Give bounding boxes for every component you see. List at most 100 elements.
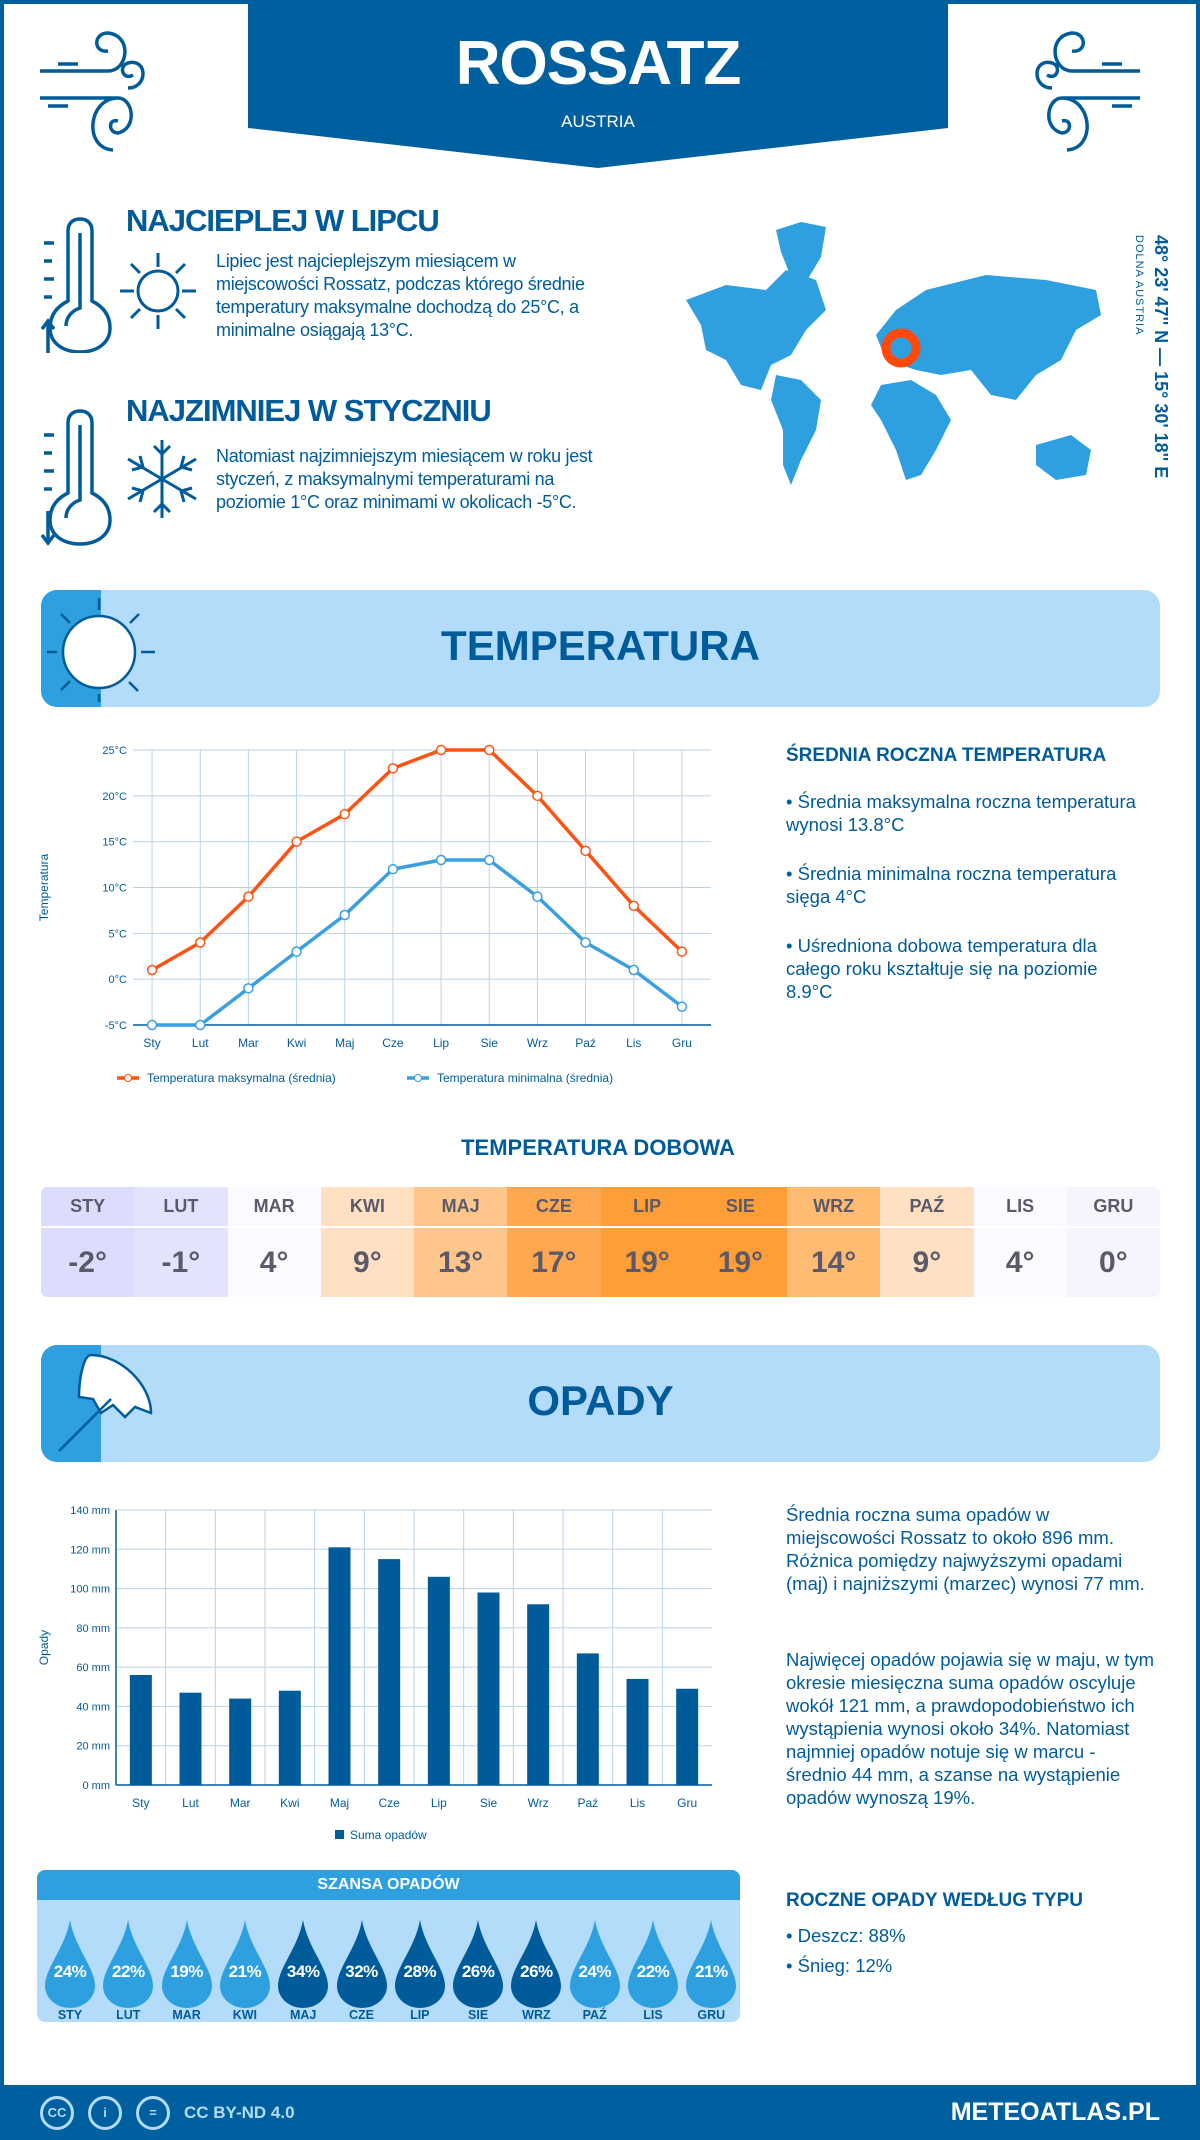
temp-bullet: • Uśredniona dobowa temperatura dla całe… [786, 935, 1098, 1002]
daily-month: GRU [1066, 1187, 1160, 1228]
cc-icon: CC [40, 2096, 74, 2130]
warmest-title: NAJCIEPLEJ W LIPCU [126, 203, 440, 238]
no-derivatives-icon: = [136, 2096, 170, 2130]
coldest-title: NAJZIMNIEJ W STYCZNIU [126, 393, 492, 428]
chance-value: 26% [461, 1962, 495, 1981]
legend-swatch [335, 1830, 344, 1839]
daily-month: STY [41, 1187, 135, 1228]
chance-value: 28% [403, 1962, 437, 1981]
y-tick-label: 60 mm [76, 1662, 110, 1674]
thermometer-down-icon [40, 409, 112, 546]
series-line [151, 748, 684, 972]
x-tick-label: Mar [230, 1796, 251, 1810]
chance-value: 22% [112, 1962, 145, 1981]
daily-month: LUT [134, 1187, 228, 1228]
snowflake-icon [127, 440, 197, 518]
chance-month: WRZ [522, 2008, 551, 2022]
data-point [146, 1019, 158, 1031]
x-tick-label: Kwi [280, 1796, 299, 1810]
warmest-text: Lipiec jest najcieplejszym miesiącem w m… [216, 251, 585, 340]
y-tick-label: 0°C [109, 974, 128, 986]
raindrop-icon [686, 1920, 737, 2008]
data-point [387, 863, 399, 875]
daily-month: MAJ [414, 1187, 508, 1228]
chance-month: KWI [232, 2008, 258, 2022]
raindrop-icon [336, 1920, 387, 2008]
attribution-icon: i [88, 2096, 122, 2130]
chance-value: 26% [520, 1962, 553, 1981]
umbrella-rain-icon [58, 1353, 153, 1452]
y-tick-label: -5°C [105, 1020, 127, 1032]
chance-value: 21% [695, 1962, 728, 1981]
chance-drop: 28% LIP [391, 1918, 449, 2022]
daily-value: 0° [1066, 1227, 1160, 1297]
temp-bullet: • Średnia minimalna roczna temperatura s… [786, 863, 1117, 907]
raindrop-icon [394, 1920, 445, 2008]
bar [378, 1559, 401, 1785]
chance-title: SZANSA OPADÓW [37, 1870, 740, 1900]
x-tick-label: Lis [626, 1036, 641, 1050]
precip-type-title: ROCZNE OPADY WEDŁUG TYPU [786, 1890, 1083, 1911]
chance-drop: 22% LUT [99, 1918, 157, 2022]
temp-bullet: • Średnia maksymalna roczna temperatura … [786, 791, 1136, 835]
temperature-banner: TEMPERATURA [41, 590, 1160, 707]
chance-drop: 32% CZE [333, 1918, 391, 2022]
data-point [387, 763, 399, 774]
chance-drop: 22% LIS [624, 1918, 682, 2022]
chance-value: 21% [228, 1962, 262, 1981]
x-tick-label: Sie [480, 1796, 498, 1810]
daily-temp-table: STY LUT MAR KWI MAJ CZE LIP SIE WRZ PAŹ LIS GRU -2°… [41, 1187, 1160, 1297]
daily-temp-title: TEMPERATURA DOBOWA [461, 1135, 735, 1160]
precipitation-chart: 0 mm 20 mm 40 mm 60 mm 80 mm 100 mm 120 mm 140 … [37, 1505, 712, 1842]
daily-month: WRZ [787, 1187, 881, 1228]
bar [179, 1692, 202, 1785]
data-point [628, 964, 639, 976]
chance-month: LUT [116, 2008, 141, 2022]
x-tick-label: Wrz [527, 1036, 548, 1050]
precip-chance-panel: SZANSA OPADÓW 24% STY 22% LUT 19% MAR 21% KWI 34… [37, 1870, 740, 2022]
bar [576, 1653, 599, 1785]
chance-drop: 26% SIE [449, 1918, 507, 2022]
data-point [243, 983, 254, 994]
precipitation-title: OPADY [527, 1377, 674, 1424]
data-point [484, 744, 495, 756]
chance-month: SIE [468, 2008, 489, 2022]
chance-value: 32% [345, 1962, 378, 1981]
y-tick-label: 140 mm [70, 1505, 110, 1517]
raindrop-icon [161, 1920, 212, 2008]
daily-value: 17° [507, 1227, 601, 1297]
chance-value: 19% [170, 1962, 203, 1981]
x-tick-label: Lut [182, 1796, 199, 1810]
y-tick-label: 20 mm [76, 1741, 110, 1753]
site-link[interactable]: METEOATLAS.PL [950, 2098, 1160, 2126]
sun-icon [120, 253, 196, 329]
series-line [152, 858, 683, 1027]
data-point [195, 937, 206, 948]
legend-label: Temperatura maksymalna (średnia) [147, 1071, 336, 1085]
raindrop-icon [511, 1920, 562, 2008]
data-point [291, 836, 302, 847]
raindrop-icon [45, 1920, 95, 2008]
chance-drop: 19% MAR [158, 1918, 216, 2022]
x-tick-label: Wrz [528, 1796, 549, 1810]
legend-marker [124, 1074, 132, 1082]
daily-month: SIE [693, 1187, 787, 1228]
data-point [291, 946, 302, 957]
world-map [686, 222, 1101, 485]
thermometer-up-icon [40, 217, 112, 353]
location-marker [881, 328, 921, 368]
legend-marker [414, 1074, 422, 1082]
raindrop-icon [569, 1920, 620, 2008]
precipitation-banner: OPADY [41, 1345, 1160, 1462]
precip-paragraph: Najwięcej opadów pojawia się w maju, w t… [786, 1649, 1155, 1808]
chance-drop: 24% PAŹ [566, 1918, 624, 2022]
daily-value: 13° [414, 1227, 508, 1297]
y-tick-label: 10°C [102, 883, 127, 895]
chance-month: PAŹ [582, 2008, 607, 2022]
x-tick-label: Maj [330, 1796, 349, 1810]
data-point [532, 790, 543, 802]
chance-drop: 34% MAJ [274, 1918, 332, 2022]
temperature-chart: -5°C 0°C 5°C 10°C 15°C 20°C 25°C Sty Lut Mar Kwi Ma… [37, 744, 711, 1085]
precip-type-snow: • Śnieg: 12% [786, 1955, 893, 1976]
data-point [243, 891, 254, 902]
